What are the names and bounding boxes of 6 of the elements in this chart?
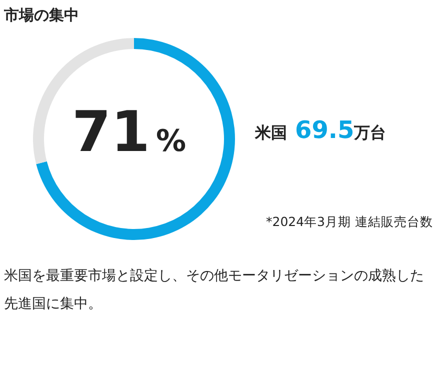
donut-slice <box>36 38 235 240</box>
text: 71% <box>72 100 186 165</box>
text: 米国を最重要市場と設定し、その他モータリゼーションの成熟した先進国に集中。 <box>4 267 425 314</box>
chart-title: 市場の集中 <box>4 6 79 25</box>
text: *2024年3月期 連結販売台数 <box>266 214 433 231</box>
text: 米国 69.5万台 <box>255 116 386 144</box>
